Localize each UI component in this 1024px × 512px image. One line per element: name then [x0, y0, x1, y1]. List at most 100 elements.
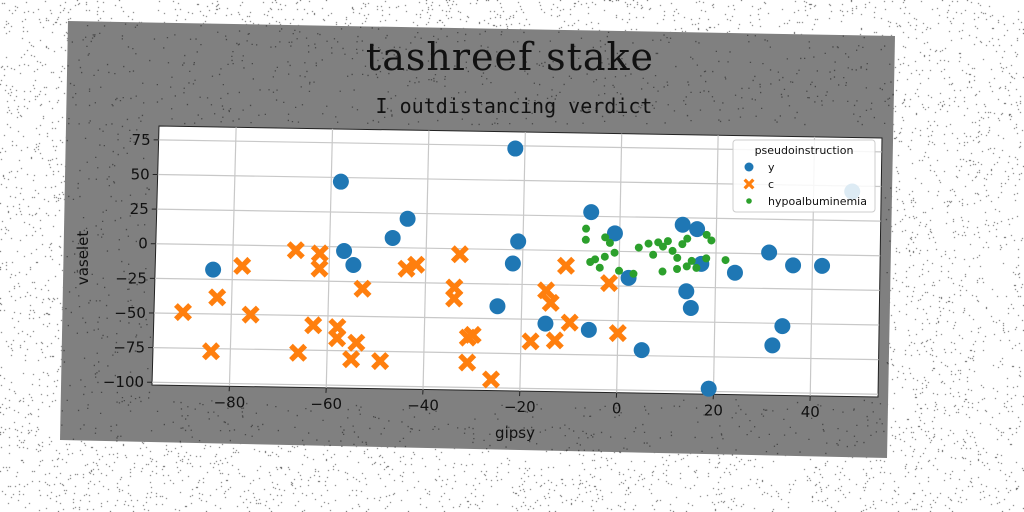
x-marker: [342, 350, 361, 369]
circle-marker: [785, 257, 802, 274]
circle-marker: [595, 263, 604, 272]
circle-marker: [507, 140, 524, 157]
circle-marker: [601, 233, 610, 242]
circle-marker: [654, 238, 663, 247]
y-grid-line: [156, 208, 881, 222]
circle-marker: [673, 264, 682, 273]
circle-marker: [814, 257, 831, 274]
y-tick-label: −75: [113, 339, 145, 357]
x-grid-line: [712, 135, 719, 395]
circle-marker: [649, 250, 658, 259]
legend: pseudoinstruction yc hypoalbuminemia: [732, 139, 876, 213]
x-marker: [371, 352, 390, 371]
y-tick-label: −25: [115, 269, 147, 287]
y-grid-line: [154, 277, 880, 291]
circle-marker: [682, 262, 691, 271]
x-marker: [174, 303, 192, 322]
x-axis-label: gipsy: [495, 424, 535, 442]
legend-label: y: [768, 161, 775, 174]
series-y: [205, 140, 861, 397]
x-grid-line: [422, 130, 430, 390]
legend-title: pseudoinstruction: [755, 144, 854, 157]
x-marker: [347, 333, 366, 352]
x-marker: [445, 289, 464, 308]
legend-items: yc hypoalbuminemia: [743, 161, 867, 208]
circle-marker: [605, 238, 614, 247]
legend-marker: [743, 178, 755, 190]
x-marker: [304, 316, 323, 335]
circle-marker: [707, 236, 716, 245]
circle-marker: [687, 256, 696, 265]
circle-marker: [634, 243, 643, 252]
x-tick-label: −80: [214, 393, 246, 411]
circle-marker: [332, 173, 349, 190]
y-grid-line: [155, 243, 881, 257]
circle-marker: [764, 337, 781, 354]
x-marker: [482, 370, 500, 389]
x-marker: [557, 256, 575, 275]
x-marker: [328, 329, 347, 348]
x-tick-label: 40: [801, 403, 820, 421]
data-marks: [174, 140, 861, 397]
x-marker: [289, 343, 308, 362]
circle-marker: [702, 230, 711, 239]
y-tick-label: 0: [138, 235, 148, 253]
chart-subtitle: I outdistancing verdict: [376, 94, 653, 118]
circle-marker: [663, 237, 672, 246]
x-marker: [560, 313, 579, 332]
x-marker: [463, 325, 482, 344]
legend-label: hypoalbuminemia: [768, 195, 867, 208]
legend-label: c: [768, 178, 774, 191]
circle-marker: [582, 224, 591, 233]
circle-marker: [774, 318, 791, 335]
circle-marker: [700, 380, 717, 397]
y-tick-label: 25: [130, 200, 149, 218]
x-marker: [286, 241, 305, 260]
x-marker: [353, 279, 372, 298]
circle-marker: [384, 229, 401, 246]
series-c: [174, 241, 627, 389]
circle-marker: [644, 239, 653, 248]
circle-marker: [504, 255, 521, 272]
circle-marker: [205, 261, 222, 278]
circle-marker: [726, 264, 743, 281]
circle-marker: [610, 248, 619, 257]
circle-marker: [336, 243, 353, 260]
x-tick-label: −40: [407, 396, 439, 414]
x-tick-label: −60: [310, 395, 342, 413]
y-tick-label: −50: [114, 304, 146, 322]
y-grid-line: [153, 312, 880, 326]
x-marker: [310, 259, 329, 278]
x-marker: [537, 281, 556, 300]
circle-marker: [678, 283, 695, 300]
x-tick-label: 0: [612, 400, 622, 418]
x-grid-line: [228, 127, 237, 387]
x-marker: [208, 288, 227, 307]
circle-marker: [673, 253, 682, 262]
circle-marker: [600, 252, 609, 261]
x-marker: [458, 353, 477, 372]
circle-marker: [633, 342, 650, 359]
circle-marker: [683, 234, 692, 243]
circle-marker: [606, 225, 623, 242]
y-tick-label: 50: [131, 165, 150, 183]
x-marker: [450, 245, 469, 264]
axis-ticks: −80 −60 −40 −20 0 20 40 75 50 25 0 −25 −50 −75 −100: [103, 131, 820, 421]
circle-marker: [658, 267, 667, 276]
x-grid-line: [325, 128, 334, 388]
x-marker: [233, 256, 252, 275]
circle-marker: [615, 266, 624, 275]
circle-marker: [692, 263, 701, 272]
x-marker: [310, 244, 329, 263]
x-grid-line: [616, 133, 623, 393]
x-tick-label: −20: [504, 398, 536, 416]
series-hypoalbuminemia: [581, 224, 730, 278]
y-axis-label: vaselet: [74, 231, 92, 286]
circle-marker: [678, 240, 687, 249]
plot-area: −80 −60 −40 −20 0 20 40 75 50 25 0 −25 −50 −75 −100: [103, 125, 883, 421]
x-grid-line: [519, 132, 526, 392]
circle-marker: [689, 221, 706, 238]
circle-marker: [668, 246, 677, 255]
circle-marker: [721, 256, 730, 265]
